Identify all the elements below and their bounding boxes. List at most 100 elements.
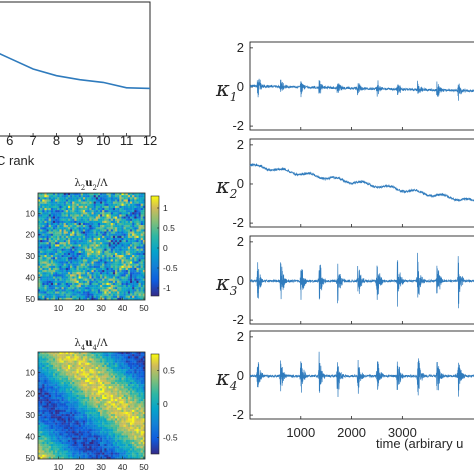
heatmap-cell — [78, 450, 81, 453]
heatmap-cell — [104, 422, 107, 425]
heatmap-cell — [42, 263, 45, 266]
heatmap-cell — [121, 263, 124, 266]
heatmap-cell — [78, 244, 81, 247]
heatmap-cell — [42, 369, 45, 372]
heatmap-cell — [87, 285, 90, 288]
heatmap-cell — [134, 250, 137, 254]
heatmap-cell — [89, 373, 92, 376]
heatmap-cell — [42, 396, 45, 400]
heatmap-cell — [65, 280, 69, 284]
heatmap-cell — [123, 352, 126, 355]
heatmap-cell — [138, 233, 141, 236]
heatmap-cell — [123, 212, 126, 215]
heatmap-cell — [136, 369, 139, 372]
heatmap-cell — [142, 212, 146, 215]
heatmap-cell — [136, 418, 139, 421]
heatmap-cell — [97, 418, 101, 421]
heatmap-cell — [134, 216, 137, 219]
heatmap-cell — [134, 248, 137, 251]
heatmap-cell — [67, 364, 71, 368]
heatmap-cell — [50, 282, 54, 286]
heatmap-cell — [42, 193, 45, 196]
heatmap-cell — [125, 384, 129, 387]
heatmap-cell — [102, 244, 105, 247]
heatmap-cell — [138, 390, 141, 393]
heatmap-cell — [91, 424, 94, 428]
heatmap-cell — [132, 352, 135, 355]
heatmap-cell — [38, 289, 41, 292]
heatmap-cell — [127, 267, 131, 271]
heatmap-cell — [63, 431, 66, 434]
heatmap-cell — [61, 285, 64, 288]
heatmap-cell — [140, 379, 144, 383]
heatmap-cell — [40, 291, 43, 294]
heatmap-cell — [97, 360, 101, 363]
heatmap-cell — [74, 240, 77, 243]
heatmap-cell — [132, 388, 135, 391]
heatmap-cell — [55, 388, 58, 391]
heatmap-cell — [42, 207, 45, 211]
heatmap-cell — [78, 424, 81, 428]
heatmap-cell — [70, 439, 73, 443]
heatmap-cell — [115, 193, 118, 196]
heatmap-cell — [93, 360, 96, 363]
heatmap-cell — [100, 248, 103, 251]
heatmap-cell — [48, 433, 51, 436]
heatmap-cell — [138, 242, 141, 245]
heatmap-cell — [70, 375, 73, 378]
heatmap-cell — [61, 295, 64, 299]
heatmap-cell — [112, 399, 116, 402]
heatmap-cell — [61, 356, 64, 359]
heatmap-cell — [110, 222, 114, 226]
heatmap-cell — [67, 377, 71, 380]
heatmap-cell — [87, 282, 90, 286]
heatmap-cell — [134, 233, 137, 236]
heatmap-cell — [91, 229, 94, 232]
rank-x-tick-label: 9 — [76, 133, 83, 148]
heatmap-cell — [70, 276, 73, 279]
heatmap-cell — [85, 384, 88, 387]
heatmap-cell — [48, 270, 51, 273]
heatmap-cell — [115, 456, 118, 460]
heatmap-cell — [48, 381, 51, 385]
heatmap-cell — [130, 388, 133, 391]
heatmap-cell — [85, 237, 88, 241]
heatmap-cell — [97, 416, 101, 419]
heatmap-cell — [87, 379, 90, 383]
heatmap-cell — [82, 360, 86, 363]
heatmap-cell — [63, 276, 66, 279]
heatmap-cell — [82, 396, 86, 400]
heatmap-cell — [38, 259, 41, 262]
heatmap-cell — [57, 394, 60, 398]
heatmap-cell — [108, 362, 111, 365]
heatmap-cell — [97, 274, 101, 277]
heatmap-cell — [85, 261, 88, 264]
heatmap-cell — [117, 352, 120, 355]
heatmap-cell — [52, 259, 56, 262]
heatmap-cell — [97, 358, 101, 361]
heatmap-cell — [142, 227, 146, 230]
heatmap-cell — [59, 235, 62, 239]
heatmap-cell — [91, 371, 94, 374]
heatmap-cell — [57, 257, 60, 260]
heatmap-cell — [89, 252, 92, 256]
heatmap-cell — [78, 431, 81, 434]
heatmap-cell — [67, 225, 71, 228]
heatmap-cell — [115, 422, 118, 425]
heatmap-cell — [115, 416, 118, 419]
heatmap-cell — [48, 227, 51, 230]
heatmap-cell — [119, 220, 122, 224]
heatmap-cell — [63, 265, 66, 269]
heatmap-cell — [142, 295, 146, 299]
heatmap-cell — [117, 282, 120, 286]
heatmap-cell — [108, 437, 111, 440]
heatmap-cell — [89, 435, 92, 438]
heatmap-cell — [85, 199, 88, 202]
heatmap-cell — [106, 352, 109, 355]
heatmap-cell — [93, 270, 96, 273]
heatmap-cell — [110, 446, 114, 449]
heatmap-cell — [87, 257, 90, 260]
heatmap-cell — [106, 369, 109, 372]
heatmap-cell — [65, 289, 69, 292]
heatmap-cell — [52, 270, 56, 273]
